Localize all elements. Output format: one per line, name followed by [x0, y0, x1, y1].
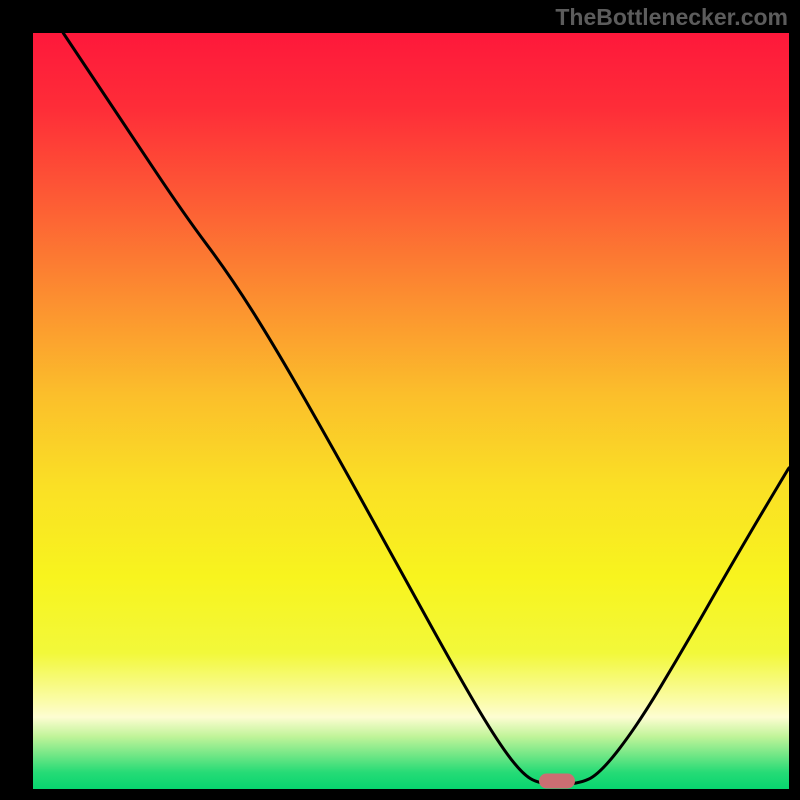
watermark-text: TheBottlenecker.com	[555, 4, 788, 31]
bottleneck-curve	[33, 33, 789, 789]
optimum-marker	[539, 773, 575, 788]
chart-plot-area	[33, 33, 789, 789]
